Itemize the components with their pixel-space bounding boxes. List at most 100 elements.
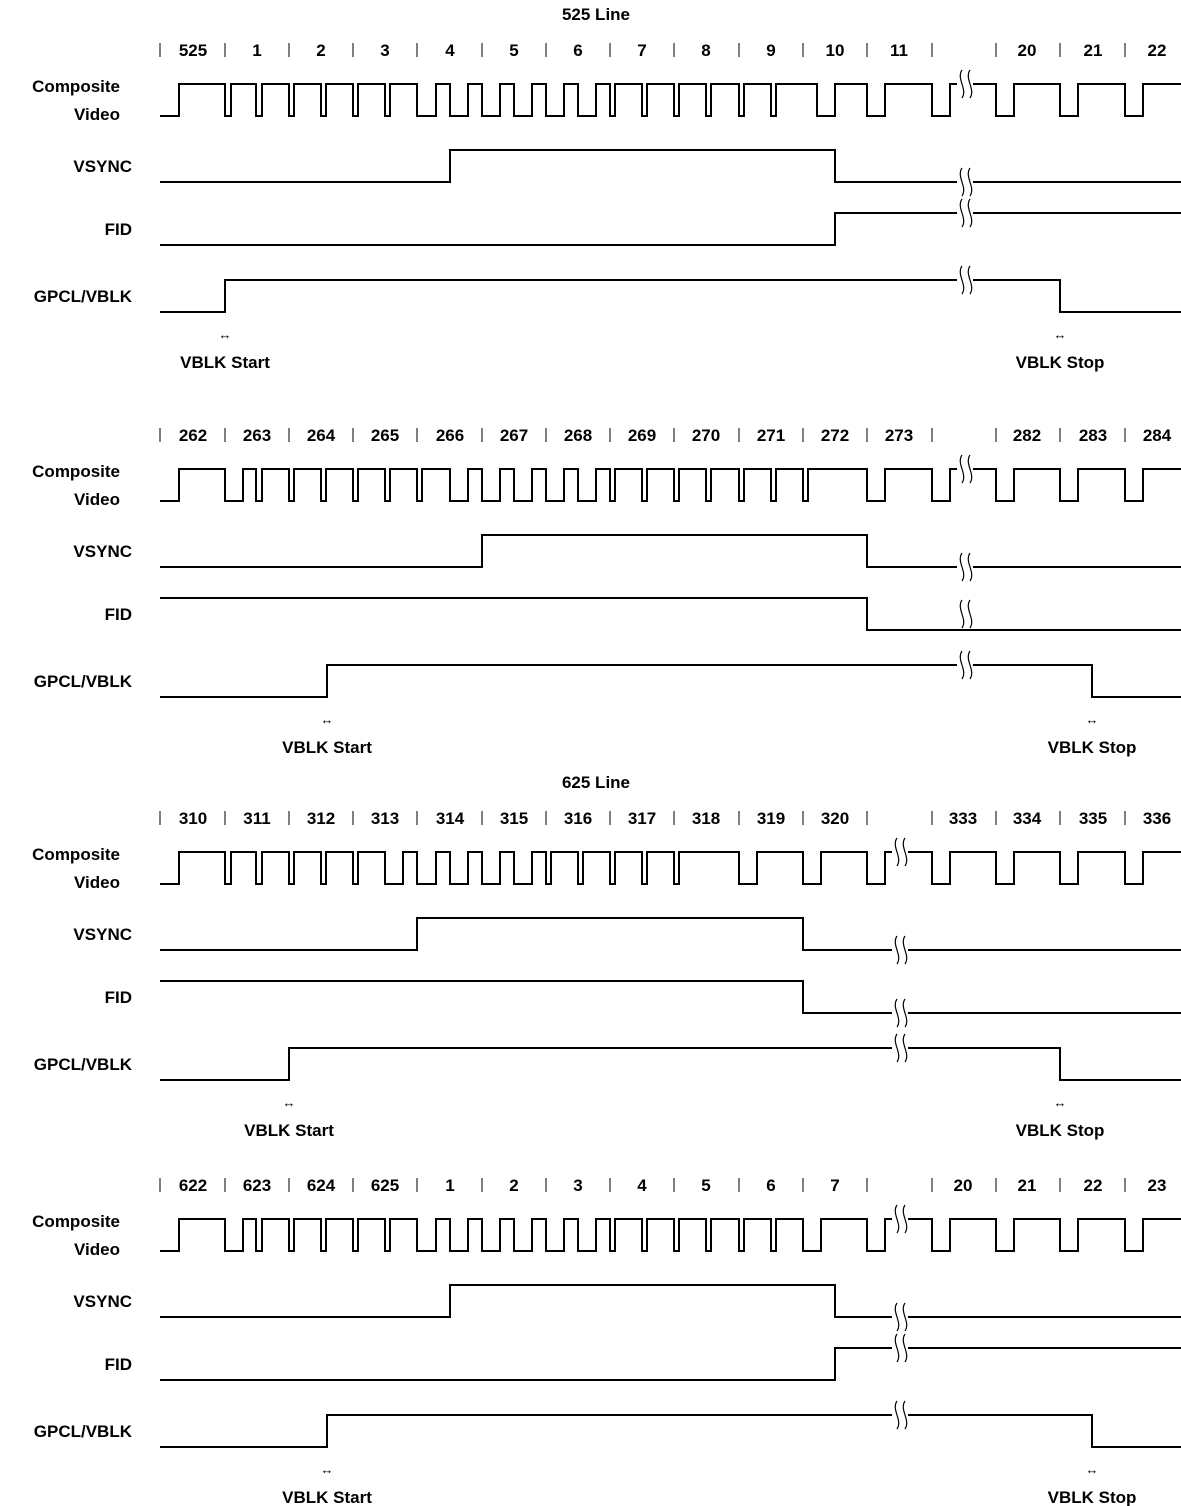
signal-label-composite-video: Composite: [32, 77, 120, 96]
line-number: 319: [757, 809, 785, 828]
line-number: 315: [500, 809, 528, 828]
line-number: 22: [1148, 41, 1167, 60]
line-number: 622: [179, 1176, 207, 1195]
line-number: 6: [766, 1176, 775, 1195]
line-number: 5: [701, 1176, 710, 1195]
line-number: 8: [701, 41, 710, 60]
line-number: 265: [371, 426, 399, 445]
timing-group: 525 Line Composite Video VSYNC FID GPCL/VBLK 5…: [32, 5, 1181, 372]
line-number: 269: [628, 426, 656, 445]
double-arrow-icon: ↔: [1086, 1462, 1099, 1477]
double-arrow-icon: ↔: [1054, 327, 1067, 342]
signal-label-fid: FID: [105, 220, 132, 239]
fid-waveform: [160, 597, 1181, 631]
line-number: 11: [890, 41, 908, 60]
waveform-break-mark: [892, 837, 908, 867]
line-number: 317: [628, 809, 656, 828]
signal-label-composite-video: Video: [74, 490, 120, 509]
waveform-break-mark: [892, 935, 908, 965]
line-number: 333: [949, 809, 977, 828]
line-number: 334: [1013, 809, 1042, 828]
line-number: 314: [436, 809, 465, 828]
line-number: 270: [692, 426, 720, 445]
gpcl-vblk-waveform: [160, 1047, 1181, 1081]
group-title: 525 Line: [562, 5, 630, 24]
signal-label-gpcl-vblk: GPCL/VBLK: [34, 1422, 133, 1441]
waveform-break-mark: [957, 69, 973, 99]
line-number: 272: [821, 426, 849, 445]
waveform-break-mark: [892, 1302, 908, 1332]
double-arrow-icon: ↔: [321, 1462, 334, 1477]
signal-label-fid: FID: [105, 1355, 132, 1374]
line-number: 21: [1084, 41, 1103, 60]
composite-video-waveform: [160, 83, 1181, 117]
signal-label-composite-video: Video: [74, 873, 120, 892]
double-arrow-icon: ↔: [1086, 712, 1099, 727]
waveform-break-mark: [892, 1400, 908, 1430]
line-number: 6: [573, 41, 582, 60]
vblk-start-label: VBLK Start: [282, 1488, 372, 1506]
line-number: 320: [821, 809, 849, 828]
line-number: 624: [307, 1176, 336, 1195]
vsync-waveform: [160, 149, 1181, 183]
composite-video-waveform: [160, 468, 1181, 502]
line-number: 283: [1079, 426, 1107, 445]
signal-label-gpcl-vblk: GPCL/VBLK: [34, 1055, 133, 1074]
signal-label-vsync: VSYNC: [73, 1292, 132, 1311]
line-number: 282: [1013, 426, 1041, 445]
signal-label-composite-video: Composite: [32, 462, 120, 481]
waveform-break-mark: [892, 1333, 908, 1363]
line-number: 625: [371, 1176, 399, 1195]
line-number: 10: [826, 41, 845, 60]
double-arrow-icon: ↔: [283, 1095, 296, 1110]
waveform-break-mark: [957, 599, 973, 629]
line-number: 311: [243, 809, 270, 828]
signal-label-vsync: VSYNC: [73, 542, 132, 561]
line-number: 262: [179, 426, 207, 445]
signal-label-composite-video: Video: [74, 1240, 120, 1259]
signal-label-vsync: VSYNC: [73, 157, 132, 176]
composite-video-waveform: [160, 1218, 1181, 1252]
signal-label-gpcl-vblk: GPCL/VBLK: [34, 672, 133, 691]
double-arrow-icon: ↔: [321, 712, 334, 727]
line-number: 318: [692, 809, 720, 828]
waveform-break-mark: [892, 998, 908, 1028]
line-number: 271: [757, 426, 785, 445]
line-number: 9: [766, 41, 775, 60]
line-number: 284: [1143, 426, 1172, 445]
line-number: 4: [445, 41, 455, 60]
gpcl-vblk-waveform: [160, 664, 1181, 698]
line-number: 20: [1018, 41, 1037, 60]
timing-group: Composite Video VSYNC FID GPCL/VBLK 262 263 264…: [32, 426, 1181, 757]
double-arrow-icon: ↔: [1054, 1095, 1067, 1110]
line-number: 1: [252, 41, 261, 60]
gpcl-vblk-waveform: [160, 279, 1181, 313]
waveform-break-mark: [892, 1033, 908, 1063]
vblk-start-label: VBLK Start: [180, 353, 270, 372]
fid-waveform: [160, 980, 1181, 1014]
line-number: 5: [509, 41, 518, 60]
timing-group: 625 Line Composite Video VSYNC FID GPCL/VBLK 3…: [32, 773, 1181, 1140]
signal-label-gpcl-vblk: GPCL/VBLK: [34, 287, 133, 306]
line-number: 2: [316, 41, 325, 60]
line-number: 623: [243, 1176, 271, 1195]
waveform-break-mark: [957, 650, 973, 680]
line-number: 525: [179, 41, 207, 60]
line-number: 263: [243, 426, 271, 445]
line-number: 268: [564, 426, 592, 445]
vblk-stop-label: VBLK Stop: [1048, 1488, 1137, 1506]
line-number: 335: [1079, 809, 1107, 828]
line-number: 2: [509, 1176, 518, 1195]
vsync-waveform: [160, 1284, 1181, 1318]
group-title: 625 Line: [562, 773, 630, 792]
vblk-stop-label: VBLK Stop: [1016, 1121, 1105, 1140]
signal-label-vsync: VSYNC: [73, 925, 132, 944]
signal-label-composite-video: Video: [74, 105, 120, 124]
signal-label-composite-video: Composite: [32, 845, 120, 864]
line-number: 336: [1143, 809, 1171, 828]
line-number: 313: [371, 809, 399, 828]
vblk-stop-label: VBLK Stop: [1048, 738, 1137, 757]
line-number: 266: [436, 426, 464, 445]
composite-video-waveform: [160, 851, 1181, 885]
